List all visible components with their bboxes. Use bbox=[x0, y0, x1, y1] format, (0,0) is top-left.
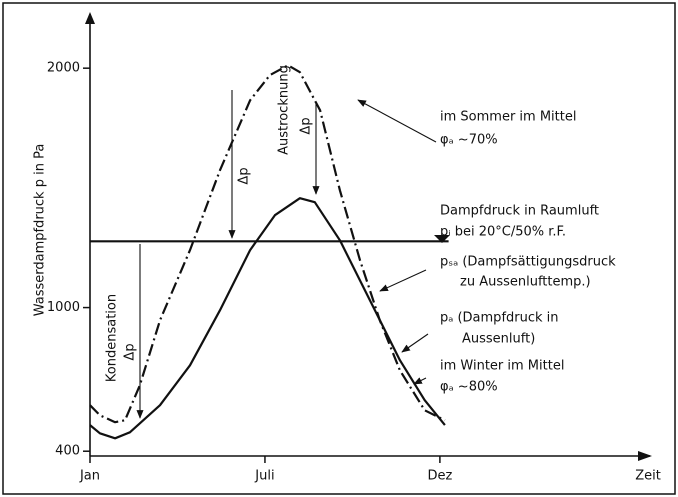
annotation: Δp bbox=[299, 117, 314, 134]
annotation: Austrocknung bbox=[277, 65, 292, 155]
annotation: Dampfdruck in Raumluft bbox=[440, 204, 599, 219]
curve bbox=[89, 64, 446, 424]
pointer-arrow bbox=[413, 377, 427, 385]
annotation: im Winter im Mittel bbox=[440, 359, 564, 374]
level-marker bbox=[434, 235, 450, 243]
y-tick-label: 1000 bbox=[47, 300, 80, 315]
y-tick-label: 2000 bbox=[47, 61, 80, 76]
annotation: Aussenluft) bbox=[462, 332, 535, 347]
annotation: pₐ (Dampfdruck in bbox=[440, 311, 559, 326]
pointer-arrow bbox=[357, 99, 437, 143]
annotation: φₐ ~70% bbox=[440, 133, 498, 148]
annotation: im Sommer im Mittel bbox=[440, 110, 576, 125]
y-axis-arrow bbox=[85, 12, 95, 24]
annotation: Δp bbox=[123, 343, 138, 360]
annotation: φₐ ~80% bbox=[440, 380, 498, 395]
x-tick-label: Dez bbox=[427, 469, 452, 484]
annotation: pₛₐ (Dampfsättigungsdruck bbox=[440, 255, 616, 270]
x-axis-label: Zeit bbox=[635, 469, 661, 484]
x-tick-label: Juli bbox=[254, 469, 274, 484]
x-tick-label: Jan bbox=[79, 469, 100, 484]
curve bbox=[89, 197, 446, 440]
pointer-arrow bbox=[379, 269, 427, 292]
pointer-arrow bbox=[401, 333, 429, 353]
annotation: Δp bbox=[237, 167, 252, 184]
y-axis-label: Wasserdampfdruck p in Pa bbox=[33, 144, 48, 317]
annotation: zu Aussenlufttemp.) bbox=[460, 275, 591, 290]
annotation: pᵢ bei 20°C/50% r.F. bbox=[440, 225, 566, 240]
annotation: Kondensation bbox=[105, 294, 120, 382]
x-axis-arrow bbox=[638, 451, 652, 461]
y-tick-label: 400 bbox=[55, 444, 80, 459]
